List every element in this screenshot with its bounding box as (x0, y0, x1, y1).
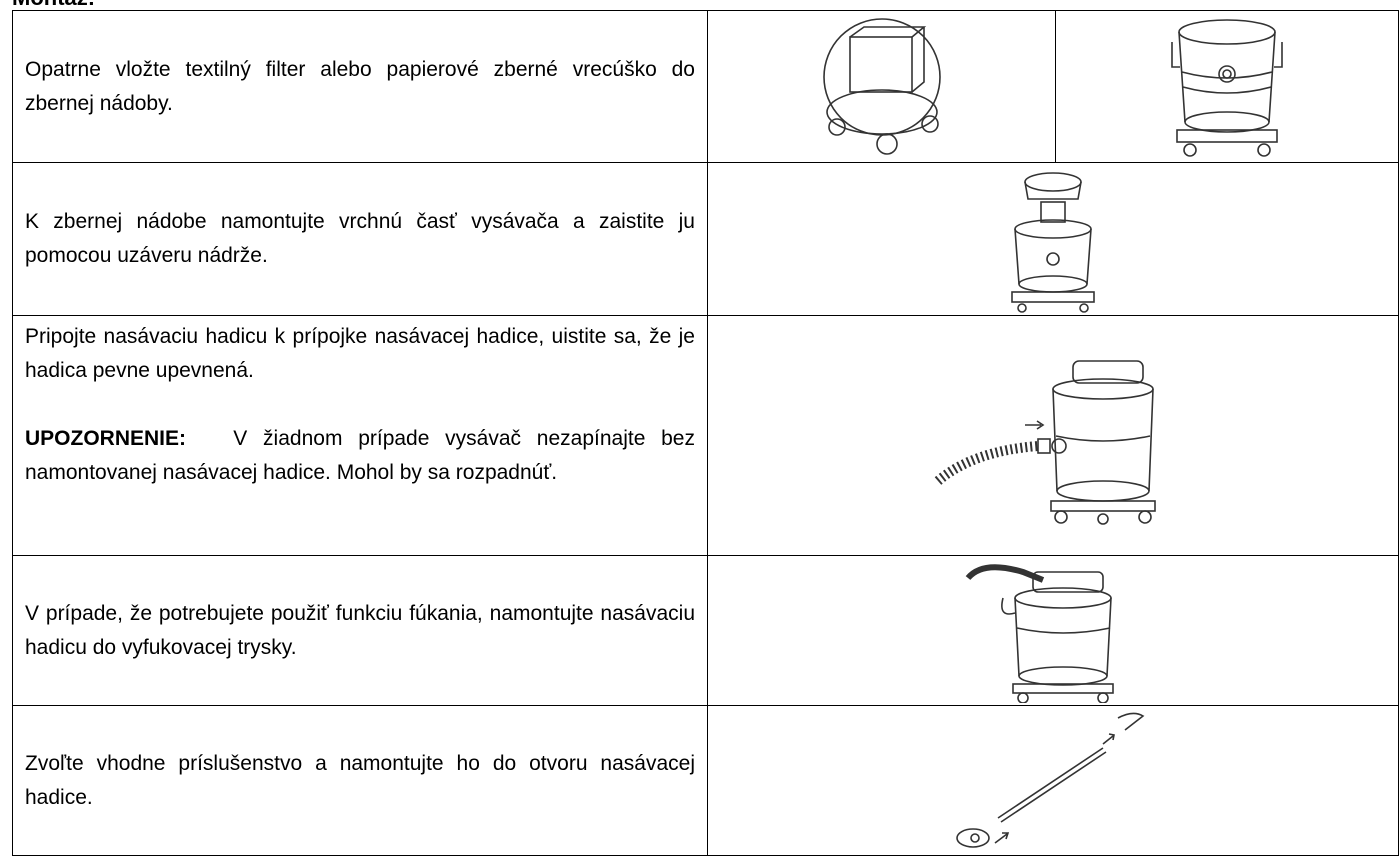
step-text: Opatrne vložte textilný filter alebo pap… (12, 10, 708, 163)
row: Pripojte nasávaciu hadicu k prípojke nas… (12, 315, 1399, 556)
image-cell (707, 555, 1399, 706)
blower-illustration (965, 564, 1114, 703)
step-text: K zbernej nádobe namontujte vrchnú časť … (12, 162, 708, 316)
row: K zbernej nádobe namontujte vrchnú časť … (12, 162, 1399, 316)
step-text: V prípade, že potrebujete použiť funkciu… (12, 555, 708, 706)
row: V prípade, že potrebujete použiť funkciu… (12, 555, 1399, 706)
row: Opatrne vložte textilný filter alebo pap… (12, 10, 1399, 163)
assembly-illustration (1011, 172, 1095, 313)
hose-illustration (934, 359, 1156, 525)
filter-illustration (822, 17, 941, 155)
warning: UPOZORNENIE: V žiadnom prípade vysávač n… (25, 422, 695, 490)
assembly-table: Opatrne vložte textilný filter alebo pap… (12, 10, 1399, 856)
image-cell (1055, 10, 1399, 163)
image-cell (707, 705, 1399, 856)
accessories-illustration (956, 712, 1145, 848)
row: Zvoľte vhodne príslušenstvo a namontujte… (12, 705, 1399, 856)
container-illustration (1171, 18, 1283, 157)
image-cell (707, 10, 1056, 163)
warning-label: UPOZORNENIE: (25, 427, 187, 450)
step-text: Pripojte nasávaciu hadicu k prípojke nas… (12, 315, 708, 556)
image-cell (707, 315, 1399, 556)
paragraph: Pripojte nasávaciu hadicu k prípojke nas… (25, 325, 695, 382)
step-text: Zvoľte vhodne príslušenstvo a namontujte… (12, 705, 708, 856)
image-cell (707, 162, 1399, 316)
section-title: Montáž: (12, 0, 95, 10)
warning-text: V žiadnom prípade vysávač nezapínajte be… (25, 427, 695, 484)
